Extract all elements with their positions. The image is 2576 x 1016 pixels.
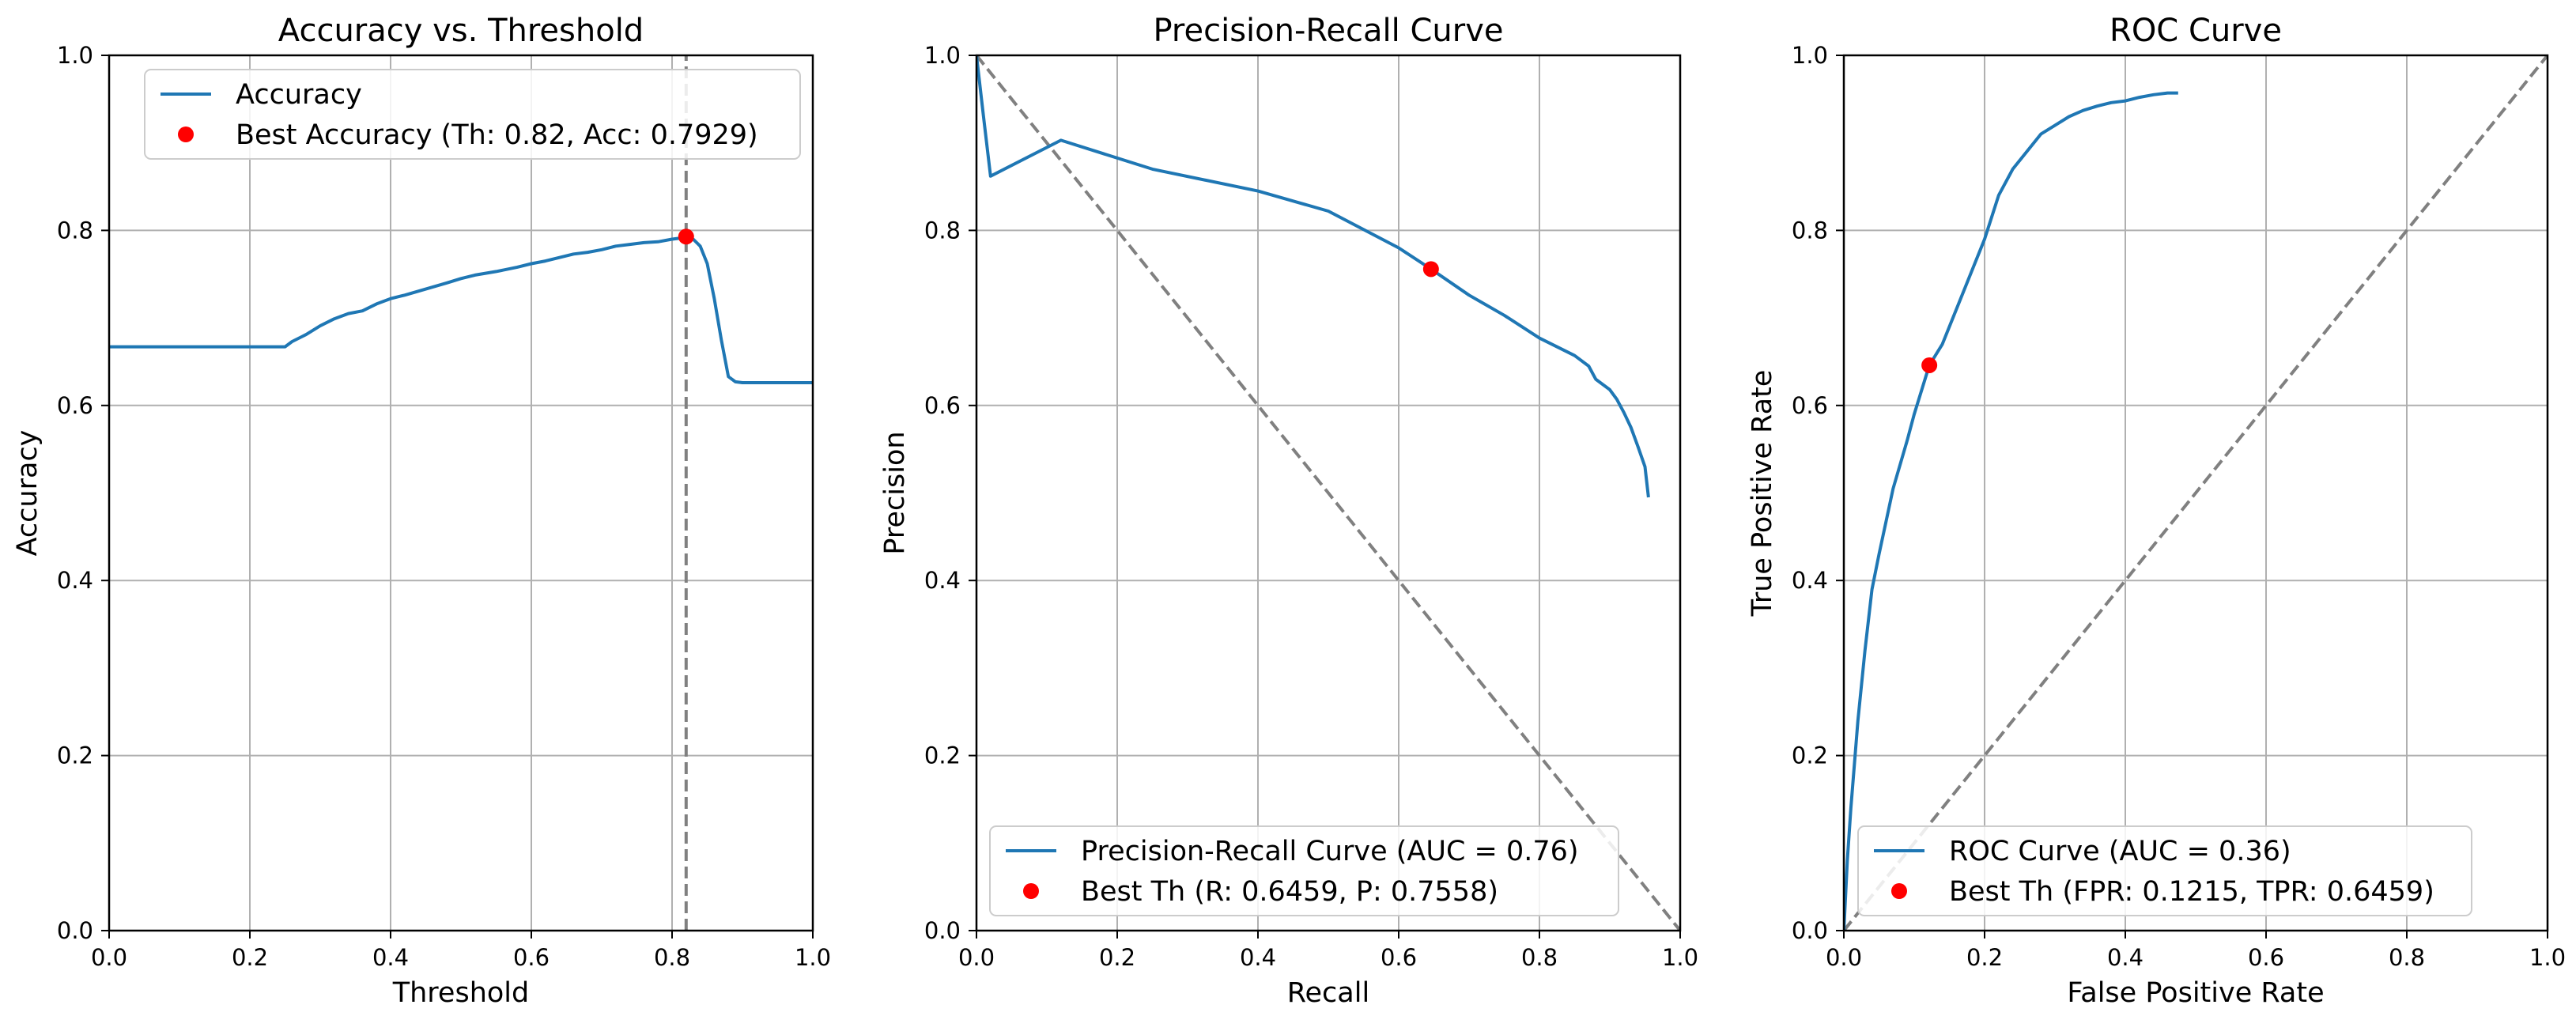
chart-panel-3: 0.0 0.2 0.4 0.6 0.8 1.0 0.0 0.2 0.4 0.6 0.8 1.0 ROC … — [1747, 13, 2566, 1009]
x-tick-label: 0.0 — [1826, 944, 1862, 971]
legend: Precision-Recall Curve (AUC = 0.76) Best … — [989, 825, 1619, 916]
x-tick-label: 0.6 — [513, 944, 550, 971]
y-tick-label: 0.6 — [57, 392, 93, 419]
x-tick-label: 0.6 — [1381, 944, 1417, 971]
x-tick-label: 0.0 — [958, 944, 995, 971]
x-tick-label: 0.8 — [654, 944, 690, 971]
y-tick-label: 0.0 — [924, 917, 961, 944]
legend-entry: Best Accuracy (Th: 0.82, Acc: 0.7929) — [236, 119, 758, 151]
y-tick-label: 1.0 — [57, 42, 93, 69]
y-tick-label: 0.0 — [57, 917, 93, 944]
x-tick-label: 1.0 — [2529, 944, 2566, 971]
best-point-marker — [678, 229, 694, 245]
best-point-marker — [1921, 357, 1938, 373]
legend-box — [1857, 825, 2472, 916]
legend-marker — [1891, 883, 1907, 899]
legend-entry: Best Th (R: 0.6459, P: 0.7558) — [1081, 876, 1498, 908]
x-tick-label: 0.2 — [1099, 944, 1135, 971]
y-tick-label: 0.0 — [1792, 917, 1828, 944]
y-tick-label: 0.8 — [57, 217, 93, 244]
y-tick-label: 0.4 — [57, 567, 93, 594]
axes-frame — [1842, 54, 2549, 932]
chart-panel-2: 0.0 0.2 0.4 0.6 0.8 1.0 0.0 0.2 0.4 0.6 0.8 1.0 Prec… — [879, 13, 1698, 1009]
legend-marker — [1023, 883, 1039, 899]
legend-box — [989, 825, 1619, 916]
x-tick-label: 0.4 — [372, 944, 409, 971]
x-tick-label: 0.8 — [1521, 944, 1558, 971]
y-tick-label: 0.6 — [924, 392, 961, 419]
y-tick-label: 0.2 — [57, 742, 93, 769]
legend-entry: Best Th (FPR: 0.1215, TPR: 0.6459) — [1949, 876, 2434, 908]
x-tick-label: 0.4 — [1240, 944, 1276, 971]
chart-title: Precision-Recall Curve — [1154, 13, 1504, 49]
x-tick-label: 0.8 — [2389, 944, 2425, 971]
x-tick-label: 0.2 — [1966, 944, 2003, 971]
y-tick-label: 0.6 — [1792, 392, 1828, 419]
reference-line — [976, 55, 1680, 931]
y-tick-label: 0.4 — [1792, 567, 1828, 594]
x-tick-label: 0.4 — [2107, 944, 2144, 971]
legend-box — [144, 69, 801, 160]
series-line — [976, 55, 1650, 498]
best-point-marker — [1422, 261, 1439, 278]
axes-frame — [975, 54, 1682, 932]
legend-entry: Accuracy — [236, 79, 362, 111]
y-axis-label: True Positive Rate — [1747, 370, 1778, 618]
chart-title: ROC Curve — [2110, 13, 2282, 49]
x-axis-label: Threshold — [392, 977, 530, 1009]
x-axis-label: False Positive Rate — [2067, 977, 2324, 1009]
chart-title: Accuracy vs. Threshold — [278, 13, 644, 49]
y-axis-label: Precision — [879, 431, 911, 554]
y-tick-label: 0.8 — [924, 217, 961, 244]
legend-marker — [178, 127, 194, 142]
y-axis-label: Accuracy — [12, 430, 43, 557]
series-line — [109, 235, 813, 384]
y-tick-label: 0.8 — [1792, 217, 1828, 244]
x-tick-label: 0.6 — [2248, 944, 2284, 971]
chart-panel-1: 0.0 0.2 0.4 0.6 0.8 1.0 0.0 0.2 0.4 0.6 0.8 1.0 Accu… — [12, 13, 831, 1009]
legend-entry: ROC Curve (AUC = 0.36) — [1949, 836, 2291, 867]
legend-entry: Precision-Recall Curve (AUC = 0.76) — [1081, 836, 1579, 867]
y-tick-label: 0.2 — [924, 742, 961, 769]
axes-frame — [108, 54, 814, 932]
reference-line — [1844, 55, 2548, 931]
x-tick-label: 0.2 — [232, 944, 268, 971]
y-tick-label: 0.2 — [1792, 742, 1828, 769]
series-line — [1844, 91, 2178, 931]
y-tick-label: 0.4 — [924, 567, 961, 594]
x-tick-label: 0.0 — [91, 944, 127, 971]
x-axis-label: Recall — [1287, 977, 1369, 1009]
x-tick-label: 1.0 — [1662, 944, 1698, 971]
x-tick-label: 1.0 — [795, 944, 831, 971]
legend: ROC Curve (AUC = 0.36) Best Th (FPR: 0.12… — [1857, 825, 2472, 916]
y-tick-label: 1.0 — [924, 42, 961, 69]
legend: Accuracy Best Accuracy (Th: 0.82, Acc: 0.… — [144, 69, 801, 160]
y-tick-label: 1.0 — [1792, 42, 1828, 69]
